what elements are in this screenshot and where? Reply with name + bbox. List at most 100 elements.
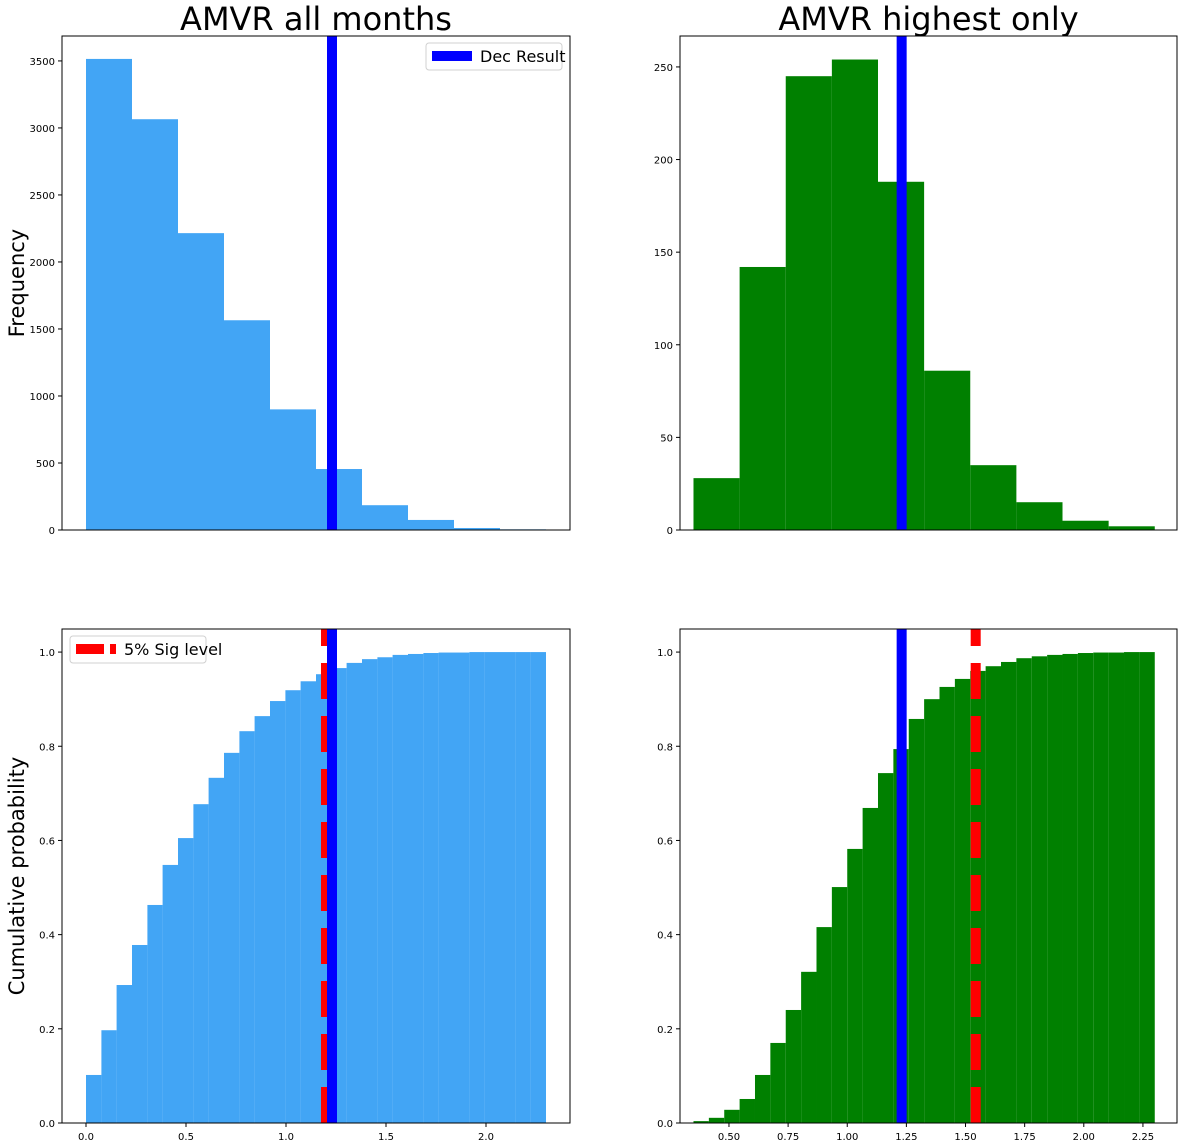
bar (147, 904, 163, 1123)
y-tick-label: 0.6 (39, 836, 55, 847)
y-tick-label: 3500 (30, 57, 55, 68)
bar (1124, 652, 1140, 1123)
y-tick-label: 2000 (30, 258, 55, 269)
bar (862, 807, 878, 1123)
bar (270, 409, 316, 530)
legend-label: 5% Sig level (124, 640, 222, 659)
y-tick-label: 100 (654, 341, 673, 352)
y-tick-label: 0.4 (39, 931, 55, 942)
y-tick-label: 50 (660, 433, 673, 444)
bar (1077, 653, 1094, 1123)
bar (300, 681, 316, 1123)
bar (484, 652, 500, 1123)
bar (116, 985, 132, 1123)
bar (708, 1117, 725, 1123)
bar (739, 1098, 755, 1123)
bar (346, 662, 362, 1123)
bar (1108, 652, 1125, 1123)
axes-frame (679, 628, 1178, 1124)
bar (500, 652, 516, 1123)
chart-title: AMVR all months (180, 0, 452, 38)
y-tick-label: 3000 (30, 124, 55, 135)
x-tick-label: 1.25 (895, 1132, 917, 1143)
bar (208, 777, 224, 1123)
bar (724, 1109, 740, 1123)
bar (770, 1042, 786, 1123)
bar (438, 652, 454, 1123)
y-tick-label: 0.8 (657, 742, 673, 753)
bar (739, 266, 786, 530)
bar (454, 527, 500, 530)
bar (831, 59, 878, 531)
legend-label: Dec Result (480, 47, 565, 66)
y-tick-label: 0.4 (657, 931, 673, 942)
bar (754, 1074, 771, 1123)
legend-box (425, 42, 563, 71)
bar (1047, 654, 1063, 1123)
axes-frame (61, 628, 571, 1124)
bar (254, 716, 270, 1123)
bar (408, 653, 424, 1123)
bar (316, 469, 362, 530)
chart-title: AMVR highest only (778, 0, 1078, 38)
bar (954, 678, 971, 1123)
bar (515, 652, 531, 1123)
x-tick-label: 2.25 (1132, 1132, 1154, 1143)
bar (86, 1074, 102, 1123)
bar (377, 657, 393, 1123)
bar (469, 652, 485, 1123)
y-tick-label: 0.0 (39, 1119, 55, 1130)
y-tick-label: 500 (36, 459, 55, 470)
bar (785, 76, 832, 531)
y-tick-label: 0.2 (657, 1025, 673, 1036)
y-tick-label: 0.2 (39, 1025, 55, 1036)
x-tick-label: 2.0 (478, 1132, 494, 1143)
y-tick-label: 250 (654, 63, 673, 74)
bar (392, 654, 408, 1123)
bar (877, 773, 894, 1123)
bar (1016, 658, 1032, 1123)
y-tick-label: 0.6 (657, 836, 673, 847)
bar (423, 653, 439, 1123)
legend-box (69, 635, 207, 664)
bar (178, 838, 194, 1123)
y-tick-label: 1.0 (39, 648, 55, 659)
bar (270, 701, 286, 1123)
y-tick-label: 0 (49, 526, 55, 537)
x-tick-label: 2.00 (1073, 1132, 1095, 1143)
bar (939, 686, 955, 1123)
bar (285, 690, 301, 1123)
y-tick-label: 0 (667, 526, 673, 537)
bar (1093, 652, 1109, 1123)
x-tick-label: 1.75 (1014, 1132, 1036, 1143)
bar (1062, 520, 1109, 530)
x-tick-label: 0.75 (777, 1132, 799, 1143)
bar (1108, 526, 1155, 530)
bar (693, 1121, 709, 1123)
axes-frame (679, 35, 1178, 531)
axes-frame (61, 35, 571, 531)
y-tick-label: 1.0 (657, 648, 673, 659)
bar (970, 465, 1017, 530)
bar (178, 233, 224, 530)
y-tick-label: 200 (654, 156, 673, 167)
y-tick-label: 0.0 (657, 1119, 673, 1130)
bar (1062, 653, 1078, 1123)
bar (801, 971, 817, 1123)
y-tick-label: 0.8 (39, 742, 55, 753)
bar (530, 652, 546, 1123)
bar (454, 652, 470, 1123)
bar (86, 58, 132, 530)
y-tick-label: 150 (654, 248, 673, 259)
bar (816, 927, 832, 1123)
bar (924, 699, 940, 1123)
bar (1139, 652, 1155, 1123)
bar (362, 505, 408, 530)
x-tick-label: 0.50 (718, 1132, 740, 1143)
x-tick-label: 1.00 (836, 1132, 858, 1143)
bar (239, 731, 255, 1123)
y-tick-label: 2500 (30, 191, 55, 202)
x-tick-label: 0.5 (178, 1132, 194, 1143)
bar (985, 666, 1002, 1123)
x-tick-label: 1.5 (378, 1132, 394, 1143)
